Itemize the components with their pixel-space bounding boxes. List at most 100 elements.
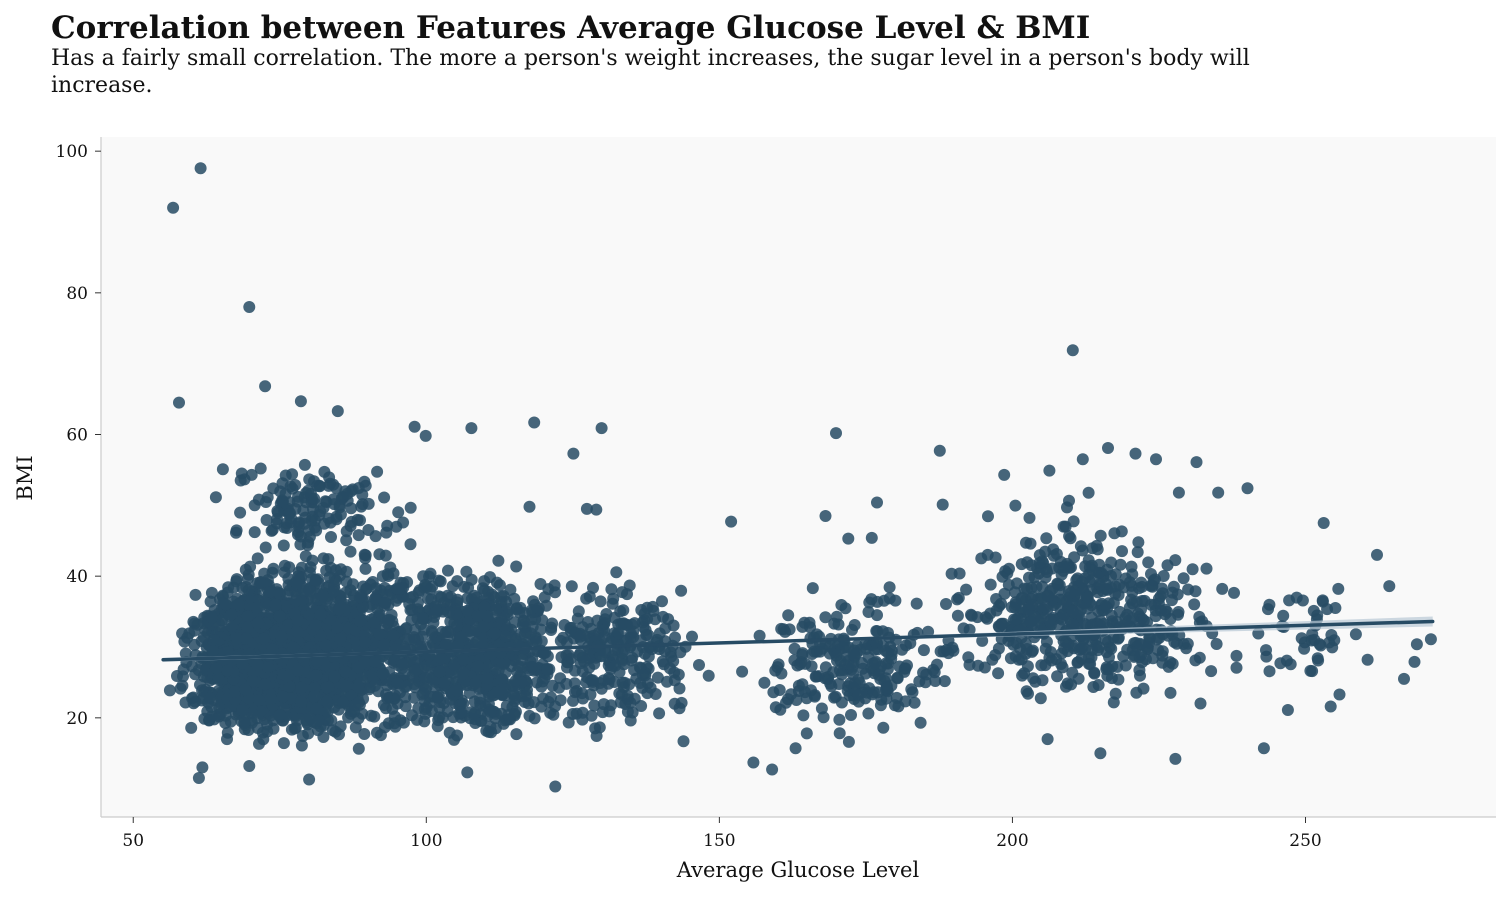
data-point: [173, 396, 185, 409]
data-point: [405, 614, 418, 626]
data-point: [1041, 733, 1054, 746]
data-point: [265, 692, 277, 705]
data-point: [500, 699, 513, 712]
data-point: [1082, 486, 1095, 499]
data-point: [1114, 558, 1127, 571]
data-point: [461, 592, 474, 605]
data-point: [1071, 656, 1084, 669]
data-point: [309, 574, 322, 587]
data-point: [673, 682, 686, 695]
data-point: [289, 479, 302, 491]
data-point: [399, 623, 412, 636]
data-point: [330, 513, 343, 526]
data-point: [302, 536, 315, 549]
data-point: [565, 580, 578, 593]
data-point: [998, 468, 1011, 481]
data-point: [404, 604, 417, 617]
data-point: [381, 519, 394, 532]
data-point: [206, 645, 219, 657]
data-point: [238, 716, 251, 729]
data-point: [408, 656, 421, 669]
data-point: [621, 588, 633, 601]
data-point: [1172, 486, 1185, 499]
data-point: [792, 685, 805, 697]
data-point: [804, 621, 817, 634]
data-point: [185, 721, 198, 734]
data-point: [878, 594, 891, 607]
scatter-points: [163, 162, 1437, 793]
data-point: [612, 627, 625, 640]
chart-subtitle: Has a fairly small correlation. The more…: [51, 46, 1250, 98]
data-point: [219, 598, 232, 611]
data-point: [1398, 672, 1410, 685]
data-point: [975, 552, 988, 565]
data-point: [1036, 674, 1049, 687]
data-point: [658, 644, 671, 657]
data-point: [554, 694, 567, 707]
data-point: [295, 739, 308, 752]
data-point: [332, 603, 345, 616]
data-point: [1189, 654, 1202, 667]
data-point: [362, 524, 375, 536]
data-point: [1194, 697, 1207, 710]
data-point: [317, 552, 330, 565]
data-point: [425, 705, 438, 717]
data-point: [510, 728, 523, 741]
data-point: [291, 664, 304, 677]
data-point: [1210, 638, 1223, 650]
data-point: [931, 658, 943, 671]
data-point: [229, 685, 242, 698]
y-tick-label: 20: [66, 709, 88, 729]
data-point: [448, 659, 461, 672]
data-point: [1003, 562, 1015, 575]
data-point: [419, 429, 432, 442]
data-point: [510, 560, 523, 573]
y-tick-label: 40: [66, 567, 88, 587]
data-point: [1304, 664, 1317, 677]
data-point: [586, 675, 599, 688]
data-point: [358, 728, 371, 740]
data-point: [871, 625, 884, 638]
data-point: [747, 756, 760, 769]
data-point: [880, 672, 892, 685]
data-point: [262, 661, 274, 674]
data-point: [910, 597, 923, 610]
data-point: [376, 667, 389, 680]
data-point: [276, 690, 289, 703]
data-point: [613, 687, 626, 700]
data-point: [230, 575, 243, 588]
data-point: [290, 576, 302, 589]
data-point: [492, 554, 505, 567]
data-point: [1150, 453, 1162, 466]
data-point: [1086, 564, 1099, 577]
data-point: [404, 591, 417, 604]
data-point: [236, 657, 249, 670]
data-point: [295, 681, 308, 694]
data-point: [636, 669, 649, 681]
data-point: [657, 610, 669, 623]
data-point: [1164, 686, 1177, 699]
data-point: [349, 721, 362, 734]
data-point: [603, 673, 616, 686]
data-point: [404, 501, 417, 514]
data-point: [194, 162, 207, 175]
data-point: [327, 478, 340, 491]
data-point: [287, 641, 300, 654]
data-point: [1317, 517, 1330, 529]
data-point: [1121, 643, 1134, 656]
data-point: [333, 569, 346, 582]
data-point: [797, 709, 810, 722]
data-point: [982, 510, 994, 523]
data-point: [492, 664, 505, 676]
data-point: [1260, 644, 1272, 657]
data-point: [588, 657, 601, 670]
data-point: [352, 661, 365, 674]
data-point: [281, 522, 293, 534]
data-point: [331, 621, 344, 634]
data-point: [528, 416, 541, 429]
data-point: [451, 684, 464, 697]
data-point: [1167, 580, 1180, 593]
data-point: [1383, 580, 1396, 593]
data-point: [1230, 661, 1243, 674]
data-point: [239, 683, 252, 696]
